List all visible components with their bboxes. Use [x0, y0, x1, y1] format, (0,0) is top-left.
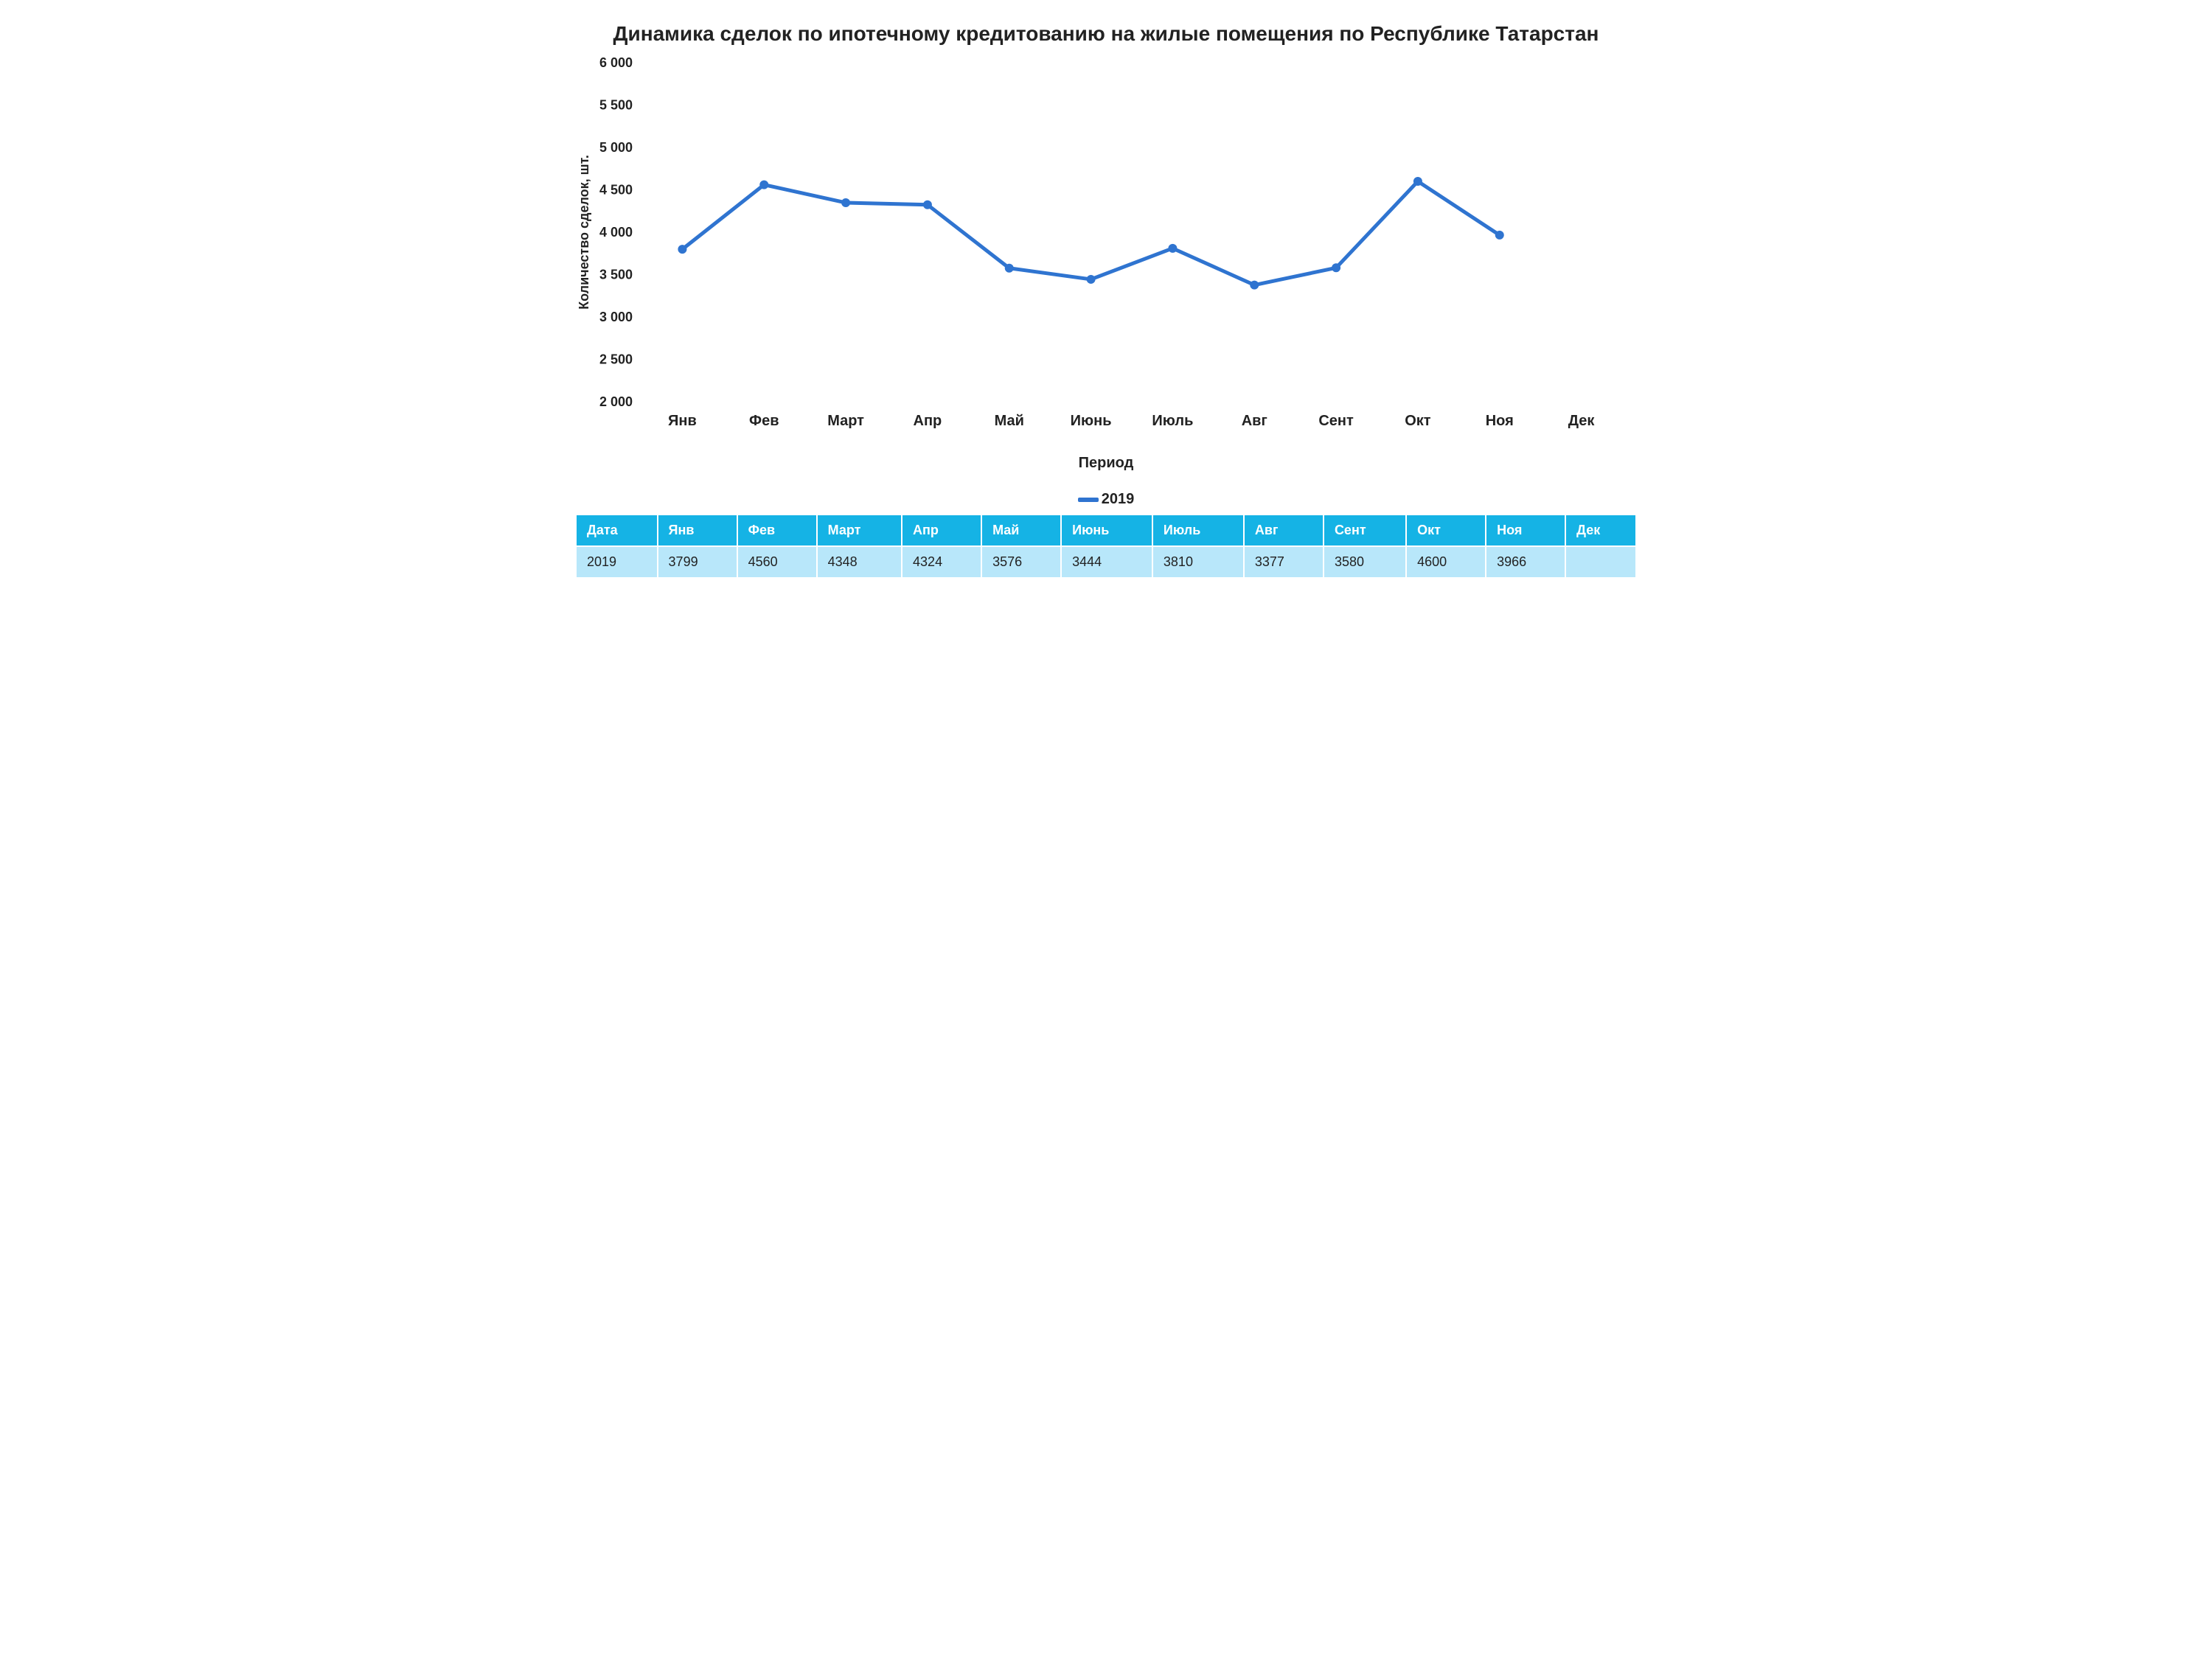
table-cell: 4348	[817, 546, 902, 578]
x-tick-label: Май	[995, 413, 1024, 429]
chart-title: Динамика сделок по ипотечному кредитован…	[575, 21, 1637, 46]
series-marker	[1250, 281, 1259, 290]
series-marker	[678, 245, 686, 254]
x-tick-label: Июнь	[1071, 413, 1112, 429]
table-cell: 3966	[1486, 546, 1565, 578]
table-header-cell: Март	[817, 515, 902, 546]
x-tick-label: Дек	[1568, 413, 1596, 429]
table-header-cell: Июнь	[1061, 515, 1152, 546]
y-tick-label: 4 000	[599, 225, 633, 240]
y-tick-label: 6 000	[599, 55, 633, 70]
table-header-cell: Окт	[1406, 515, 1486, 546]
series-marker	[923, 201, 932, 209]
table-cell: 3580	[1324, 546, 1406, 578]
table-header-cell: Фев	[737, 515, 817, 546]
x-axis-label: Период	[575, 455, 1637, 472]
table-cell: 3576	[981, 546, 1061, 578]
table-header-cell: Июль	[1152, 515, 1244, 546]
table-header-cell: Дата	[576, 515, 658, 546]
table-header-cell: Сент	[1324, 515, 1406, 546]
y-tick-label: 5 500	[599, 98, 633, 113]
table-header-cell: Янв	[658, 515, 737, 546]
table-cell: 2019	[576, 546, 658, 578]
y-tick-label: 5 000	[599, 140, 633, 155]
series-marker	[1087, 275, 1096, 284]
table-header-cell: Авг	[1244, 515, 1324, 546]
chart-svg: 2 000 2 500 3 000 3 500 4 000 4 500 5 000 5 500…	[575, 55, 1637, 439]
table-header-cell: Ноя	[1486, 515, 1565, 546]
x-tick-label: Фев	[749, 413, 779, 429]
table-body: 2019379945604348432435763444381033773580…	[576, 546, 1636, 578]
table-header-cell: Дек	[1565, 515, 1636, 546]
table-cell: 4600	[1406, 546, 1486, 578]
x-tick-label: Янв	[668, 413, 697, 429]
table-cell: 4324	[902, 546, 981, 578]
legend-label: 2019	[1102, 491, 1135, 507]
y-tick-label: 4 500	[599, 183, 633, 198]
x-tick-label: Март	[827, 413, 864, 429]
table-row: 2019379945604348432435763444381033773580…	[576, 546, 1636, 578]
series-marker	[1413, 177, 1422, 186]
x-tick-label: Апр	[914, 413, 942, 429]
page: Динамика сделок по ипотечному кредитован…	[553, 0, 1659, 652]
table-cell: 3377	[1244, 546, 1324, 578]
x-tick-label: Ноя	[1486, 413, 1514, 429]
series-marker	[759, 181, 768, 189]
x-tick-label: Июль	[1152, 413, 1193, 429]
table-cell: 3444	[1061, 546, 1152, 578]
legend-swatch	[1078, 498, 1099, 502]
legend: 2019	[575, 491, 1637, 508]
x-tick-label: Авг	[1242, 413, 1267, 429]
table-cell	[1565, 546, 1636, 578]
table-cell: 3799	[658, 546, 737, 578]
x-tick-label: Окт	[1405, 413, 1431, 429]
table-header-cell: Апр	[902, 515, 981, 546]
x-tick-label: Сент	[1318, 413, 1354, 429]
y-tick-label: 2 500	[599, 352, 633, 367]
table-header-row: ДатаЯнвФевМартАпрМайИюньИюльАвгСентОктНо…	[576, 515, 1636, 546]
y-axis-label: Количество сделок, шт.	[577, 155, 591, 310]
y-tick-label: 3 000	[599, 310, 633, 324]
table-cell: 4560	[737, 546, 817, 578]
series-marker	[1495, 231, 1504, 240]
series-marker	[841, 198, 850, 207]
series-marker	[1332, 263, 1340, 272]
table-header-cell: Май	[981, 515, 1061, 546]
series-marker	[1005, 264, 1014, 273]
chart-area: 2 000 2 500 3 000 3 500 4 000 4 500 5 000 5 500…	[575, 55, 1637, 453]
series-marker	[1168, 244, 1177, 253]
y-tick-label: 3 500	[599, 268, 633, 282]
data-table: ДатаЯнвФевМартАпрМайИюньИюльАвгСентОктНо…	[575, 514, 1637, 579]
series-line	[682, 181, 1499, 285]
table-cell: 3810	[1152, 546, 1244, 578]
y-tick-label: 2 000	[599, 394, 633, 409]
